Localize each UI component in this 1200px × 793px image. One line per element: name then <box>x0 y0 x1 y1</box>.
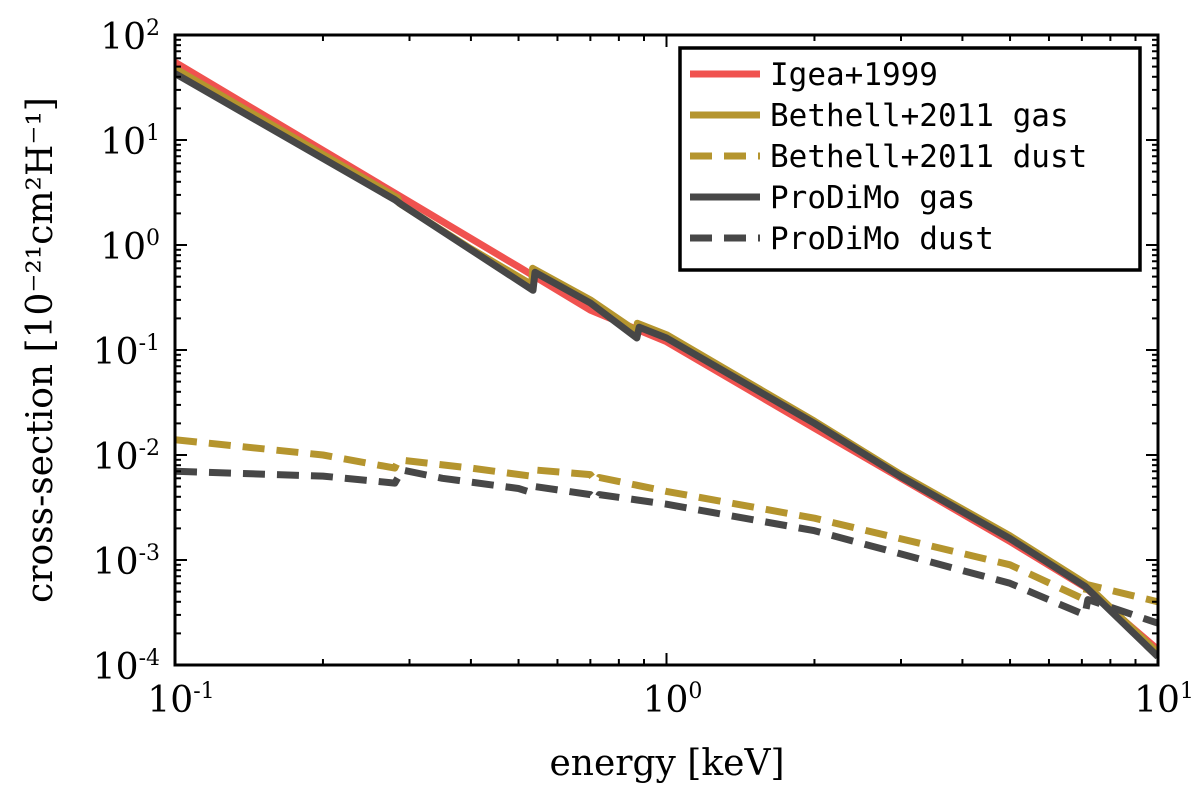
legend-label: Bethell+2011 gas <box>770 98 1069 134</box>
series-line-prodimo-dust <box>175 466 1158 627</box>
y-tick-label: 10-2 <box>93 436 160 478</box>
x-tick-label: 100 <box>643 679 703 721</box>
series-line-prodimo-gas <box>175 70 1158 660</box>
legend-box <box>678 46 1142 272</box>
legend: Igea+1999 Bethell+2011 gas Bethell+2011 du… <box>678 46 1142 272</box>
series-line-bethell-2011-dust <box>175 436 1158 606</box>
y-axis-label: cross-section [10⁻²¹cm²H⁻¹] <box>20 97 61 603</box>
y-tick-label: 10-4 <box>93 646 160 688</box>
y-tick-label: 102 <box>100 16 160 58</box>
x-tick-label: 10-1 <box>147 679 214 721</box>
y-tick-label: 10-1 <box>93 331 160 373</box>
y-tick-label: 101 <box>100 121 160 163</box>
plot-frame <box>173 33 1160 667</box>
legend-label: ProDiMo dust <box>770 221 994 257</box>
y-tick-label: 10-3 <box>93 541 160 583</box>
y-tick-label: 100 <box>100 226 160 268</box>
x-axis-label: energy [keV] <box>549 743 784 784</box>
legend-label: Bethell+2011 dust <box>770 139 1087 175</box>
legend-label: Igea+1999 <box>770 57 938 93</box>
legend-label: ProDiMo gas <box>770 180 975 216</box>
x-tick-label: 101 <box>1134 679 1194 721</box>
